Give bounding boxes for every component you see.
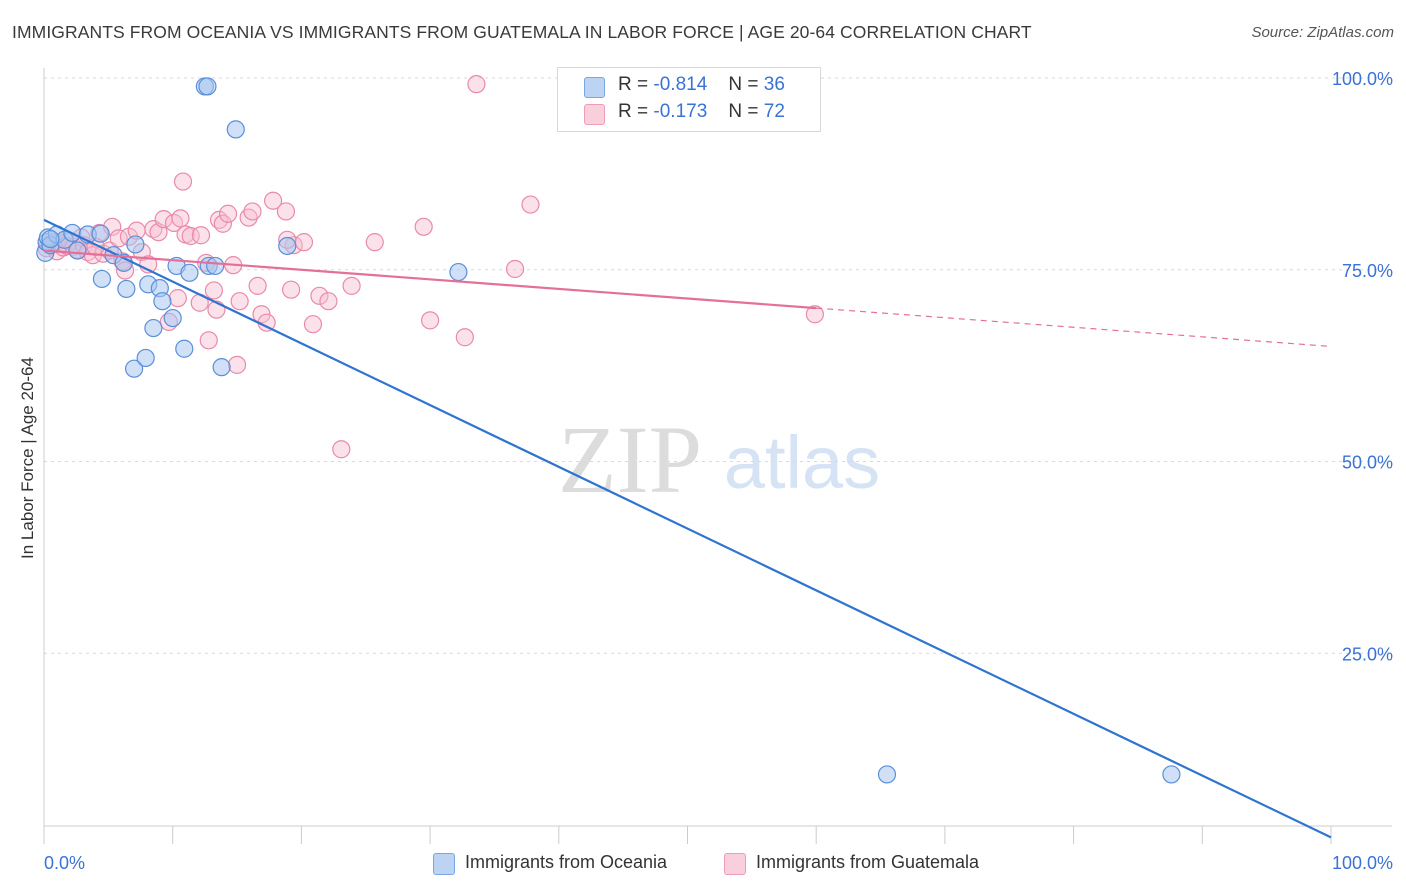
guatemala-point-56 — [303, 315, 323, 334]
bottom-legend-swatch-oceania — [433, 853, 455, 875]
guatemala-point-68 — [805, 305, 825, 324]
oceania-point-7 — [68, 241, 87, 260]
guatemala-point-48 — [248, 276, 267, 295]
y-tick-labels: 25.0% 50.0% 75.0% 100.0% — [1332, 69, 1393, 664]
axes — [43, 68, 1392, 844]
legend-n-value: 36 — [763, 74, 785, 95]
guatemala-point-31 — [171, 209, 190, 228]
series-guatemala-points — [37, 75, 825, 459]
oceania-point-32 — [449, 262, 468, 282]
x-tick-label-1: 100.0% — [1332, 853, 1393, 873]
guatemala-point-64 — [455, 328, 474, 347]
legend-n-label: N = — [728, 101, 759, 122]
oceania-point-10 — [92, 269, 112, 289]
watermark-atlas: atlas — [724, 421, 880, 504]
series-oceania-points — [36, 77, 1181, 784]
oceania-point-13 — [117, 279, 136, 299]
guatemala-point-51 — [263, 191, 283, 210]
oceania-point-31 — [278, 236, 297, 256]
guatemala-point-63 — [421, 311, 440, 330]
guatemala-point-45 — [230, 292, 249, 311]
y-tick-label-0: 25.0% — [1342, 644, 1393, 664]
trend-lines — [43, 218, 1332, 839]
guatemala-point-61 — [365, 233, 384, 252]
x-tick-labels: 0.0% 100.0% — [44, 853, 1393, 873]
oceania-point-26 — [206, 256, 225, 276]
oceania-point-21 — [163, 308, 182, 328]
oceania-point-28 — [198, 77, 217, 96]
chart-title: IMMIGRANTS FROM OCEANIA VS IMMIGRANTS FR… — [12, 22, 1032, 42]
legend-n-label: N = — [728, 74, 759, 95]
legend-r-value: -0.814 — [653, 74, 708, 95]
legend-swatch-guatemala — [584, 104, 605, 125]
bottom-legend-swatch-guatemala — [724, 853, 746, 875]
guatemala-point-53 — [282, 280, 301, 299]
oceania-trend-line — [43, 218, 1332, 839]
oceania-point-20 — [153, 292, 172, 311]
guatemala-point-57 — [310, 286, 329, 305]
oceania-point-23 — [175, 339, 194, 358]
oceania-point-29 — [226, 120, 245, 139]
guatemala-point-38 — [204, 281, 223, 300]
watermark-zip: ZIP — [558, 406, 702, 513]
guatemala-point-41 — [213, 214, 232, 233]
bottom-legend-label-guatemala: Immigrants from Guatemala — [756, 852, 980, 872]
guatemala-point-65 — [467, 75, 486, 94]
guatemala-point-62 — [414, 217, 433, 236]
oceania-point-30 — [212, 358, 231, 377]
guatemala-trend-line — [43, 249, 817, 310]
oceania-point-24 — [180, 263, 199, 282]
guatemala-point-60 — [342, 276, 361, 295]
legend-r-label: R = — [618, 101, 649, 122]
y-tick-label-2: 75.0% — [1342, 261, 1393, 281]
guatemala-point-59 — [332, 440, 351, 459]
guatemala-point-44 — [227, 355, 247, 374]
source-label: Source: ZipAtlas.com — [1251, 24, 1394, 41]
oceania-point-35 — [41, 229, 60, 249]
guatemala-point-67 — [521, 195, 540, 214]
oceania-point-15 — [124, 359, 144, 378]
guatemala-point-34 — [181, 226, 200, 246]
oceania-point-16 — [136, 348, 155, 368]
legend-swatch-oceania — [584, 77, 605, 98]
oceania-point-9 — [91, 224, 110, 243]
guatemala-point-66 — [505, 259, 525, 279]
legend-r-value: -0.173 — [653, 101, 708, 122]
guatemala-point-58 — [319, 292, 338, 311]
gridlines — [44, 77, 1392, 654]
legend-n-value: 72 — [763, 101, 785, 122]
watermark: ZIP atlas — [558, 406, 880, 513]
oceania-point-18 — [144, 318, 163, 338]
bottom-legend-label-oceania: Immigrants from Oceania — [465, 852, 668, 872]
y-tick-label-3: 100.0% — [1332, 69, 1393, 89]
guatemala-point-32 — [173, 172, 193, 191]
guatemala-point-47 — [243, 202, 262, 221]
guatemala-point-37 — [199, 331, 218, 350]
y-tick-label-1: 50.0% — [1342, 453, 1393, 473]
oceania-point-34 — [1162, 765, 1181, 784]
guatemala-point-55 — [294, 233, 314, 252]
oceania-point-33 — [877, 765, 897, 784]
guatemala-point-30 — [168, 289, 187, 308]
x-tick-label-0: 0.0% — [44, 853, 85, 873]
guatemala-point-70 — [191, 226, 211, 245]
legend-r-label: R = — [618, 74, 649, 95]
guatemala-point-42 — [218, 204, 238, 223]
guatemala-point-52 — [276, 202, 296, 221]
oceania-point-14 — [126, 235, 145, 254]
stats-legend: R = -0.814 N = 36 R = -0.173 N = 72 — [557, 67, 821, 132]
guatemala-trend-extension — [816, 307, 1332, 348]
